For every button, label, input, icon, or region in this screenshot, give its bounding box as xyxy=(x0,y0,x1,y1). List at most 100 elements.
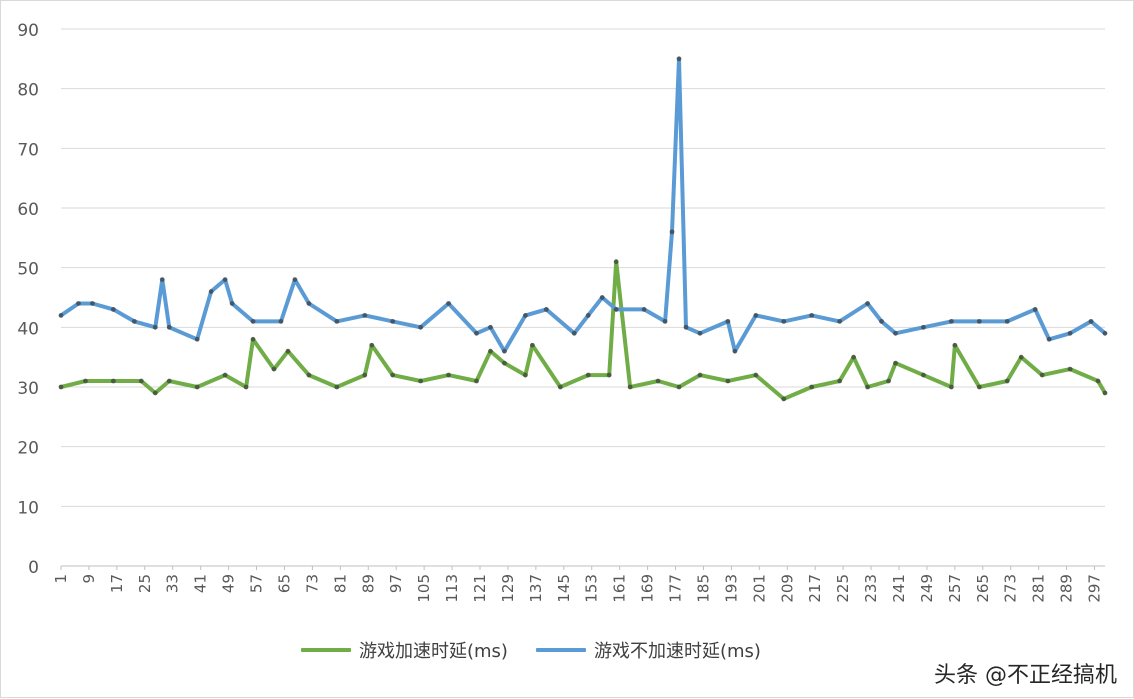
data-point xyxy=(1067,330,1073,336)
data-point xyxy=(152,390,158,396)
x-tick-label: 105 xyxy=(415,574,433,603)
data-point xyxy=(446,372,451,378)
data-point xyxy=(152,324,158,330)
data-point xyxy=(1018,354,1024,360)
x-tick-label: 169 xyxy=(639,574,657,603)
data-point xyxy=(138,378,144,384)
data-point xyxy=(306,372,312,378)
data-point xyxy=(627,384,633,390)
data-point xyxy=(1032,307,1038,312)
data-point xyxy=(865,301,870,306)
y-tick-label: 40 xyxy=(17,319,39,339)
data-point xyxy=(585,313,591,318)
y-tick-label: 10 xyxy=(17,498,39,518)
data-point xyxy=(809,313,815,318)
x-tick-label: 225 xyxy=(834,574,852,603)
data-point xyxy=(781,318,787,324)
data-point xyxy=(522,372,528,378)
data-point xyxy=(571,330,577,336)
data-point xyxy=(1004,378,1010,384)
data-point xyxy=(921,324,926,330)
y-tick-label: 60 xyxy=(17,200,39,220)
data-point xyxy=(271,366,277,372)
data-point xyxy=(222,372,228,378)
data-point xyxy=(606,372,612,378)
x-tick-label: 233 xyxy=(862,574,880,603)
data-point xyxy=(362,313,368,318)
x-tick-label: 265 xyxy=(974,574,992,603)
data-point xyxy=(725,378,731,384)
data-point xyxy=(662,318,668,324)
x-tick-label: 49 xyxy=(220,574,238,593)
data-point xyxy=(390,372,396,378)
data-point xyxy=(292,277,298,282)
data-point xyxy=(697,330,703,336)
data-point xyxy=(369,342,375,348)
x-tick-label: 33 xyxy=(164,574,182,593)
x-tick-label: 25 xyxy=(136,574,154,593)
data-point xyxy=(502,360,507,366)
x-tick-label: 273 xyxy=(1002,574,1020,603)
data-point xyxy=(976,384,982,390)
data-point xyxy=(90,301,95,306)
data-point xyxy=(159,277,165,282)
y-tick-label: 50 xyxy=(17,260,39,280)
data-point xyxy=(488,348,493,354)
data-point xyxy=(683,324,689,330)
data-point xyxy=(285,348,291,354)
data-point xyxy=(250,318,256,324)
watermark-text: 头条 @不正经搞机 xyxy=(934,663,1117,688)
data-point xyxy=(208,289,214,294)
data-point xyxy=(613,307,619,312)
data-point xyxy=(948,384,954,390)
chart-legend: 游戏加速时延(ms) 游戏不加速时延(ms) xyxy=(301,637,761,663)
x-tick-label: 137 xyxy=(527,574,545,603)
data-point xyxy=(676,56,682,62)
data-point xyxy=(306,301,312,306)
legend-item-accelerated: 游戏加速时延(ms) xyxy=(301,637,508,663)
x-tick-label: 281 xyxy=(1030,574,1048,603)
data-point xyxy=(641,307,647,312)
data-point xyxy=(837,318,843,324)
data-point xyxy=(1039,372,1045,378)
data-point xyxy=(522,313,528,318)
data-point xyxy=(243,384,249,390)
data-point xyxy=(58,313,64,318)
x-tick-label: 73 xyxy=(303,574,321,593)
data-point xyxy=(83,378,88,384)
data-point xyxy=(1004,318,1010,324)
x-tick-label: 297 xyxy=(1086,574,1104,603)
data-point xyxy=(418,378,424,384)
data-point xyxy=(110,307,116,312)
y-tick-label: 20 xyxy=(17,439,39,459)
x-tick-label: 185 xyxy=(694,574,712,603)
x-tick-label: 217 xyxy=(806,574,824,603)
data-point xyxy=(194,336,200,342)
data-point xyxy=(222,277,228,282)
legend-item-not-accelerated: 游戏不加速时延(ms) xyxy=(535,637,761,663)
data-point xyxy=(488,324,493,330)
data-point xyxy=(837,378,843,384)
data-point xyxy=(502,348,507,354)
data-point xyxy=(1102,390,1108,396)
x-tick-label: 121 xyxy=(471,574,489,603)
data-point xyxy=(278,318,284,324)
data-point xyxy=(753,372,759,378)
x-tick-label: 241 xyxy=(890,574,908,603)
x-tick-label: 113 xyxy=(443,574,461,603)
data-point xyxy=(166,378,172,384)
data-point xyxy=(697,372,703,378)
series-line-2 xyxy=(59,56,1107,354)
data-point xyxy=(1102,330,1108,336)
data-point xyxy=(585,372,591,378)
data-point xyxy=(446,301,451,306)
x-tick-label: 209 xyxy=(778,574,796,603)
data-point xyxy=(921,372,926,378)
series-line-1 xyxy=(59,259,1107,401)
data-point xyxy=(110,378,116,384)
data-point xyxy=(543,307,549,312)
x-tick-label: 289 xyxy=(1058,574,1076,603)
legend-label-accelerated: 游戏加速时延(ms) xyxy=(359,641,508,662)
data-point xyxy=(655,378,661,384)
